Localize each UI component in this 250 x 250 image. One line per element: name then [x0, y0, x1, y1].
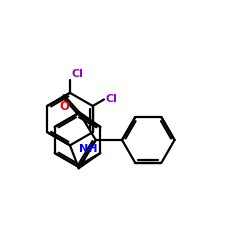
Text: NH: NH: [80, 144, 98, 154]
Text: Cl: Cl: [71, 68, 83, 78]
Text: O: O: [59, 100, 69, 113]
Text: Cl: Cl: [105, 94, 117, 104]
